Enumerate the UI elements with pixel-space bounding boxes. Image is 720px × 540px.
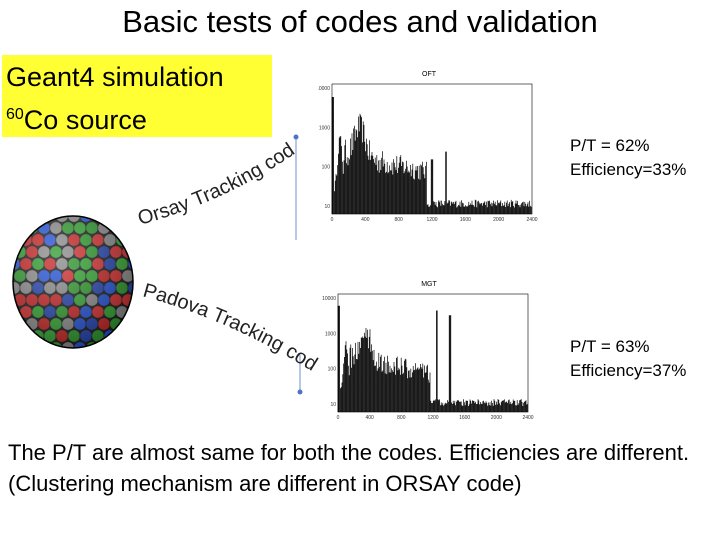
orsay-curved-label: Orsay Tracking code [0, 0, 299, 230]
detector-crystal [127, 233, 133, 247]
x-tick-label: 0 [331, 217, 334, 223]
orsay-stats: P/T = 62% Efficiency=33% [570, 134, 686, 182]
spectrum-top-label: OFT [422, 71, 437, 78]
detector-crystal [13, 221, 27, 235]
x-tick-label: 1600 [459, 415, 470, 421]
detector-crystal [37, 341, 51, 348]
detector-crystal [13, 329, 21, 343]
x-tick-label: 400 [361, 217, 370, 223]
y-tick-label: 100 [322, 165, 331, 171]
spectrum-top: OFT 100001000100100400800120016002000240… [318, 71, 538, 223]
detector-crystal [97, 341, 111, 348]
detector-crystal [103, 216, 117, 223]
detector-crystal [13, 233, 21, 247]
isotope-mass-number: 60 [6, 106, 24, 123]
padova-stats: P/T = 63% Efficiency=37% [570, 335, 686, 383]
orsay-efficiency: Efficiency=33% [570, 160, 687, 179]
detector-crystal [19, 216, 33, 223]
x-tick-label: 1200 [426, 217, 437, 223]
x-tick-label: 1600 [460, 217, 471, 223]
padova-pointer-dot [297, 389, 303, 395]
detector-crystal [115, 216, 129, 223]
x-tick-label: 2000 [491, 415, 502, 421]
y-tick-label: 100 [328, 367, 337, 373]
detector-crystal [121, 221, 133, 235]
source-name: Co source [23, 105, 147, 135]
simulation-title: Geant4 simulation [6, 62, 224, 92]
spectrum-bottom-trace [337, 305, 528, 412]
detector-crystal [13, 341, 27, 348]
x-tick-label: 0 [337, 415, 340, 421]
spectrum-top-trace [331, 97, 532, 214]
detector-crystal [19, 329, 33, 343]
detector-crystal [109, 341, 123, 348]
conclusion-text: The P/T are almost same for both the cod… [8, 440, 690, 496]
padova-efficiency: Efficiency=37% [570, 361, 687, 380]
y-tick-label: 10 [330, 402, 336, 408]
detector-crystal [121, 317, 133, 331]
padova-pt-ratio: P/T = 63% [570, 337, 650, 356]
detector-crystal [127, 329, 133, 343]
x-tick-label: 800 [394, 217, 403, 223]
detector-crystal [121, 341, 133, 348]
detector-crystal [13, 216, 21, 223]
x-tick-label: 2400 [522, 415, 533, 421]
detector-crystal [31, 216, 45, 223]
orsay-pt-ratio: P/T = 62% [570, 136, 650, 155]
x-tick-label: 2400 [526, 217, 537, 223]
y-tick-label: 1000 [325, 331, 336, 337]
y-tick-label: 1000 [319, 125, 330, 131]
x-tick-label: 1200 [427, 415, 438, 421]
x-tick-label: 2000 [493, 217, 504, 223]
detector-crystal [25, 341, 39, 348]
slide-title: Basic tests of codes and validation [122, 4, 598, 39]
x-tick-label: 400 [365, 415, 374, 421]
simulation-label-box: Geant4 simulation 60Co source [2, 55, 272, 137]
orsay-pointer-dot [293, 134, 299, 140]
source-label: 60Co source [6, 99, 147, 136]
y-tick-label: 10 [324, 204, 330, 210]
detector-crystal [127, 216, 133, 223]
detector-crystal [127, 305, 133, 319]
y-tick-label: 10000 [318, 86, 330, 92]
detector-ball-image [12, 215, 134, 349]
detector-crystal [115, 329, 129, 343]
spectrum-bottom-label: MGT [421, 281, 437, 288]
x-tick-label: 800 [397, 415, 406, 421]
y-tick-label: 10000 [322, 296, 336, 302]
